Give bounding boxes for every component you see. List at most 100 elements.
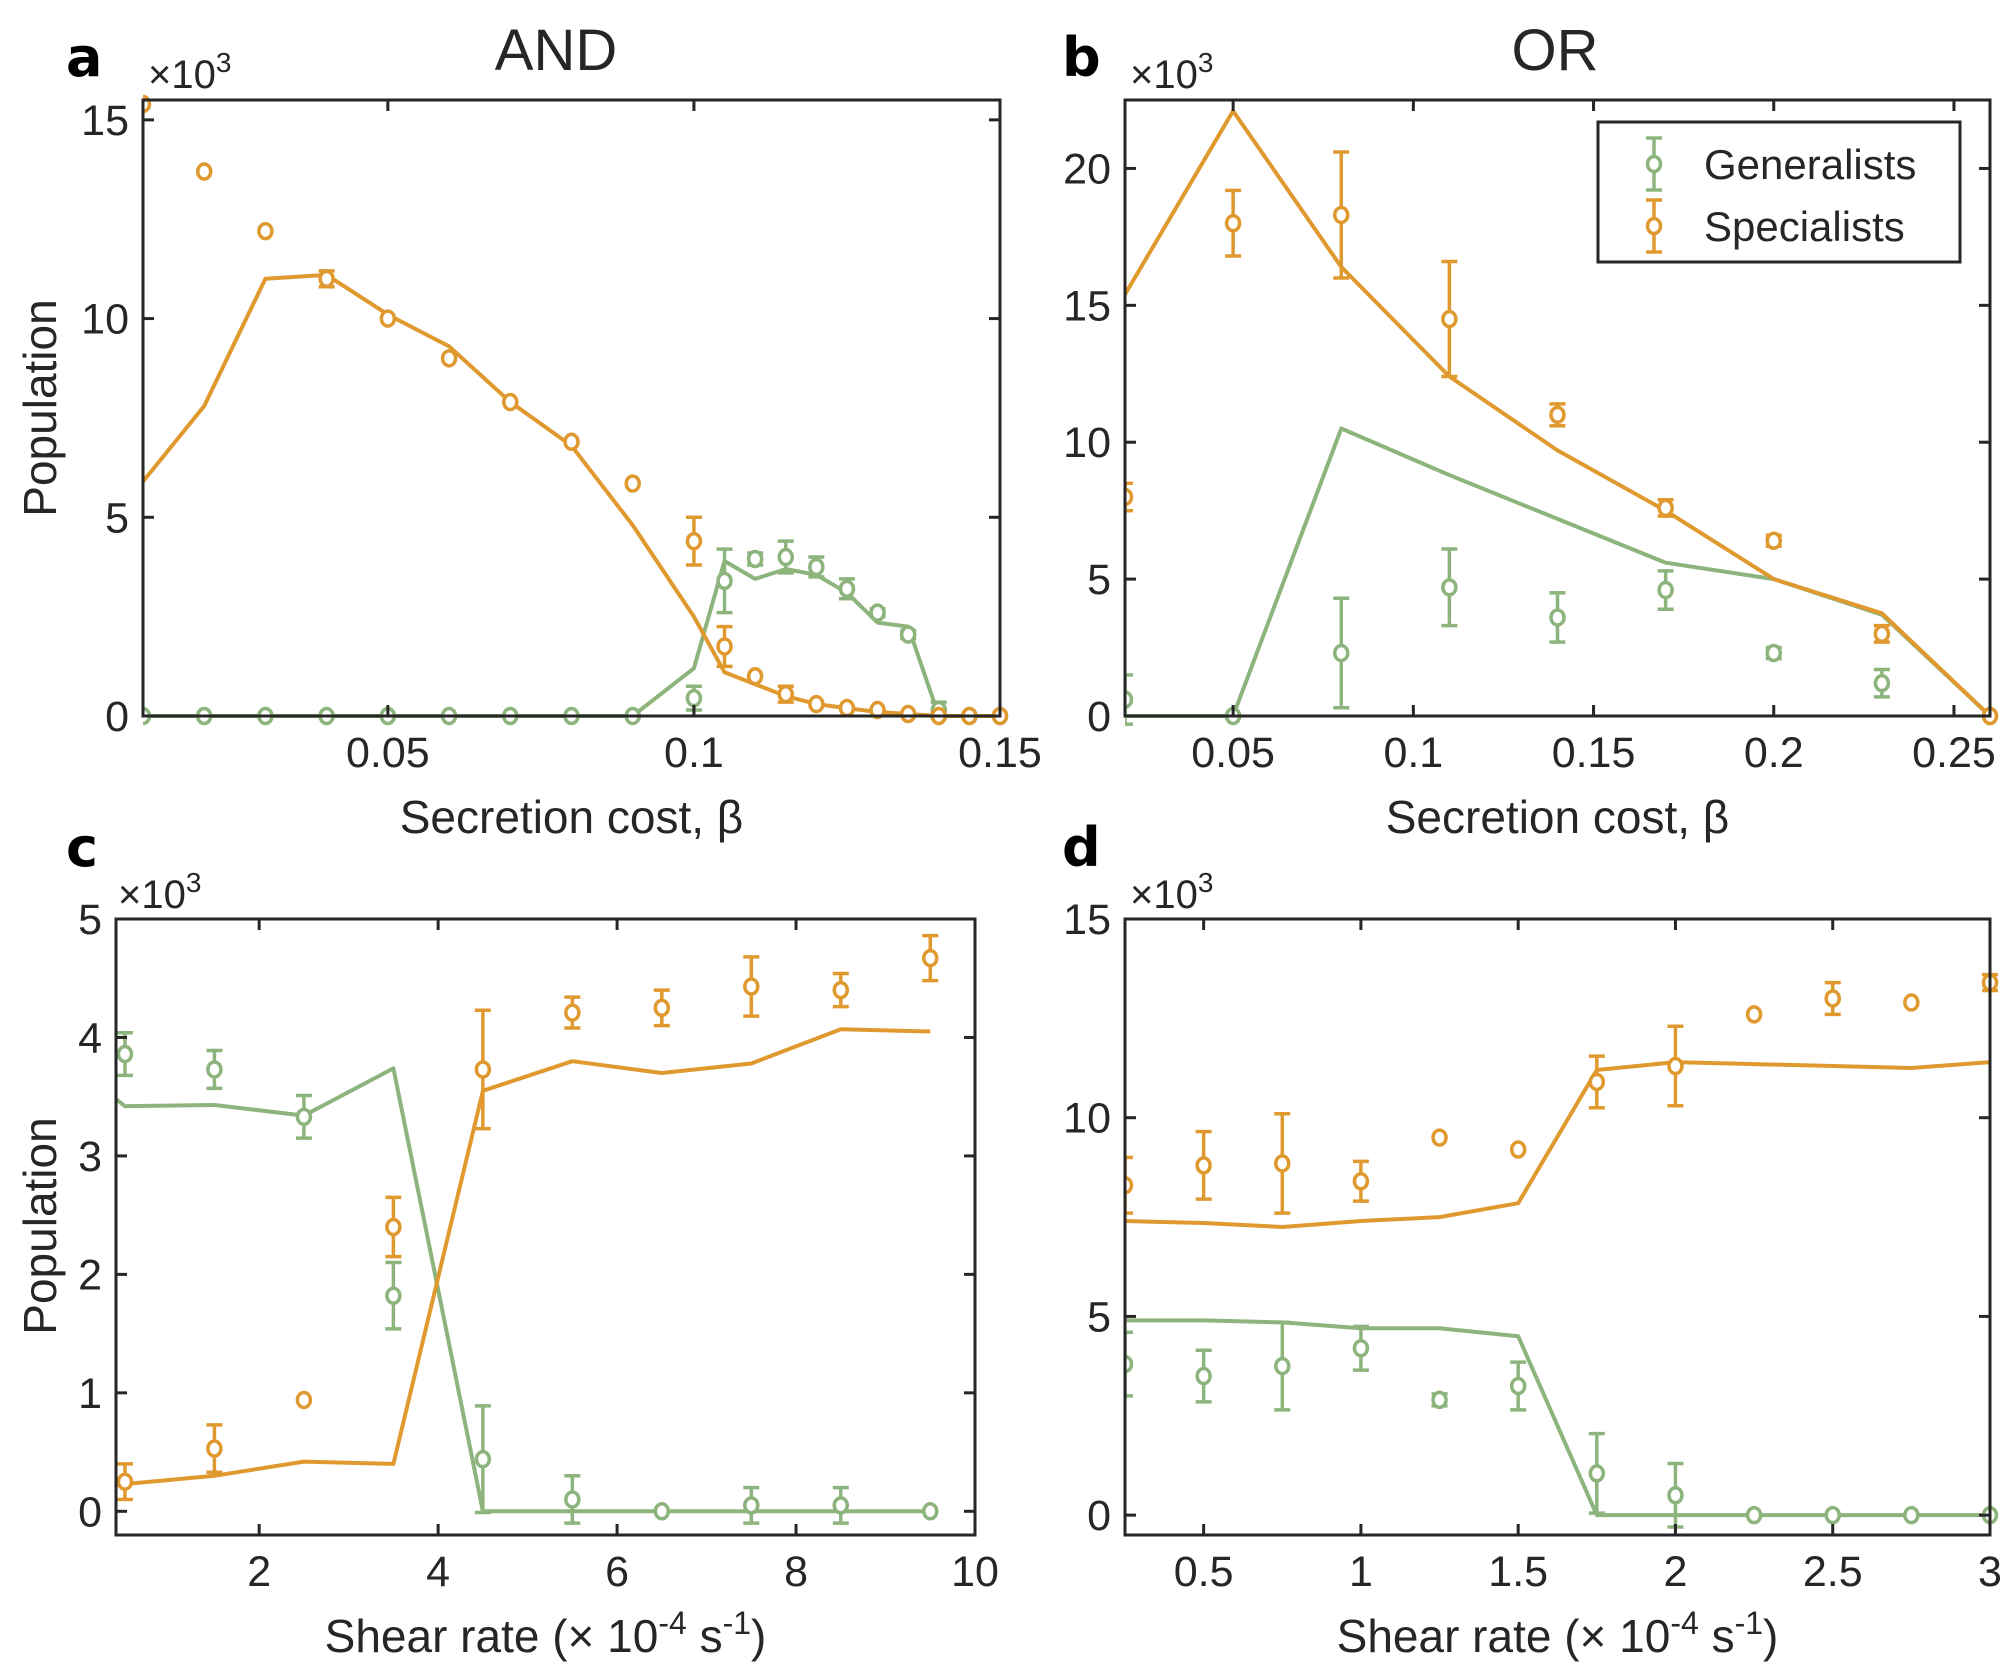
x-axis-label-part: -4 — [658, 1605, 686, 1641]
line-specialists — [1125, 109, 1992, 718]
y-tick-label: 5 — [105, 494, 129, 542]
x-tick-label: 3 — [1978, 1548, 2000, 1596]
x-axis-label: Shear rate (× 10-4 s-1) — [325, 1605, 767, 1662]
x-tick-label: 10 — [951, 1548, 999, 1596]
data-point — [385, 1286, 402, 1305]
points-generalists — [1125, 547, 1999, 726]
data-point — [1657, 580, 1674, 600]
line-specialists — [116, 1027, 931, 1488]
y-multiplier-base: ×10 — [118, 873, 186, 917]
y-tick-label: 15 — [1063, 282, 1111, 330]
panel-letter: a — [66, 26, 102, 89]
y-multiplier: ×103 — [1130, 47, 1213, 97]
axes-frame — [141, 98, 1002, 718]
y-tick-label: 5 — [1087, 556, 1111, 604]
x-tick-label: 8 — [784, 1548, 808, 1596]
x-tick-label: 0.5 — [1174, 1548, 1234, 1596]
x-axis-label-part: ) — [1763, 1610, 1778, 1662]
y-tick-label: 4 — [78, 1014, 102, 1062]
data-point — [922, 1502, 939, 1521]
data-point — [808, 557, 825, 577]
x-tick-label: 0.2 — [1744, 729, 1804, 777]
data-point — [116, 1044, 134, 1064]
y-tick-label: 5 — [1087, 1293, 1111, 1341]
x-tick-label: 2 — [1663, 1548, 1687, 1596]
y-multiplier: ×103 — [118, 867, 201, 917]
y-axis-label: Population — [14, 1117, 66, 1334]
panel-a: a AND ×103 0.05 0.1 0.15 0 5 10 15 Secretion cost,… — [14, 18, 1042, 843]
x-axis-label-part: -1 — [1735, 1605, 1763, 1641]
line-specialists — [143, 272, 1000, 718]
data-point — [777, 684, 794, 704]
y-tick-label: 2 — [78, 1251, 102, 1299]
data-point — [922, 948, 939, 968]
x-tick-label: 1.5 — [1488, 1548, 1548, 1596]
x-tick-label: 0.15 — [958, 729, 1042, 777]
data-point — [653, 1502, 671, 1521]
x-tick-label: 0.1 — [664, 729, 724, 777]
data-point — [1903, 1505, 1920, 1525]
data-point — [653, 998, 671, 1018]
data-point — [1824, 989, 1841, 1008]
x-axis-label: Shear rate (× 10-4 s-1) — [1337, 1605, 1779, 1662]
data-point — [1333, 643, 1350, 663]
y-tick-label: 5 — [78, 896, 102, 944]
data-point — [869, 603, 886, 622]
x-tick-label: 0.05 — [346, 729, 430, 777]
line-generalists — [1125, 1318, 1990, 1518]
x-tick-label: 2.5 — [1803, 1548, 1863, 1596]
data-point — [832, 1496, 850, 1515]
data-point — [777, 547, 794, 567]
data-point — [1549, 405, 1566, 425]
x-tick-label: 2 — [247, 1548, 271, 1596]
data-point — [564, 1003, 581, 1022]
x-tick-label: 0.15 — [1552, 729, 1636, 777]
data-point — [1667, 1486, 1684, 1505]
data-point — [379, 309, 397, 328]
x-tick-label: 0.05 — [1191, 729, 1275, 777]
legend-label-generalists: Generalists — [1704, 141, 1916, 188]
x-axis-label: Secretion cost, β — [1386, 791, 1730, 843]
data-point — [564, 1490, 581, 1509]
data-point — [474, 1449, 492, 1469]
y-tick-label: 0 — [1087, 693, 1111, 741]
panel-title: OR — [1512, 18, 1599, 83]
data-point — [1667, 1056, 1684, 1076]
legend: Generalists Specialists — [1596, 120, 1962, 264]
data-point — [716, 637, 733, 656]
points-generalists — [143, 539, 1009, 726]
data-point — [899, 704, 917, 724]
legend-box — [1596, 120, 1962, 264]
y-multiplier: ×103 — [1130, 867, 1213, 917]
data-point — [295, 1390, 313, 1410]
data-point — [318, 269, 335, 289]
data-point — [838, 579, 856, 599]
data-point — [838, 698, 856, 718]
data-point — [685, 688, 703, 708]
points-specialists — [1125, 150, 1999, 726]
axes-frame — [1123, 917, 1992, 1537]
y-tick-label: 10 — [1063, 419, 1111, 467]
panel-letter: d — [1062, 816, 1101, 879]
data-point — [899, 625, 917, 644]
data-point — [869, 700, 886, 720]
data-point — [685, 531, 703, 551]
data-point — [257, 221, 274, 241]
data-point — [1873, 624, 1891, 644]
data-point — [1333, 205, 1350, 225]
x-axis-label-part: s — [1699, 1610, 1735, 1662]
data-point — [1745, 1005, 1763, 1024]
y-axis-label: Population — [14, 299, 66, 516]
y-tick-label: 1 — [78, 1370, 102, 1418]
data-point — [743, 1496, 760, 1515]
data-point — [1195, 1156, 1212, 1175]
data-point — [206, 1439, 223, 1458]
x-axis-label: Secretion cost, β — [400, 791, 744, 843]
data-point — [624, 474, 641, 493]
data-point — [808, 694, 825, 714]
legend-marker — [1645, 154, 1663, 174]
data-point — [195, 162, 213, 181]
data-point — [1195, 1366, 1212, 1386]
